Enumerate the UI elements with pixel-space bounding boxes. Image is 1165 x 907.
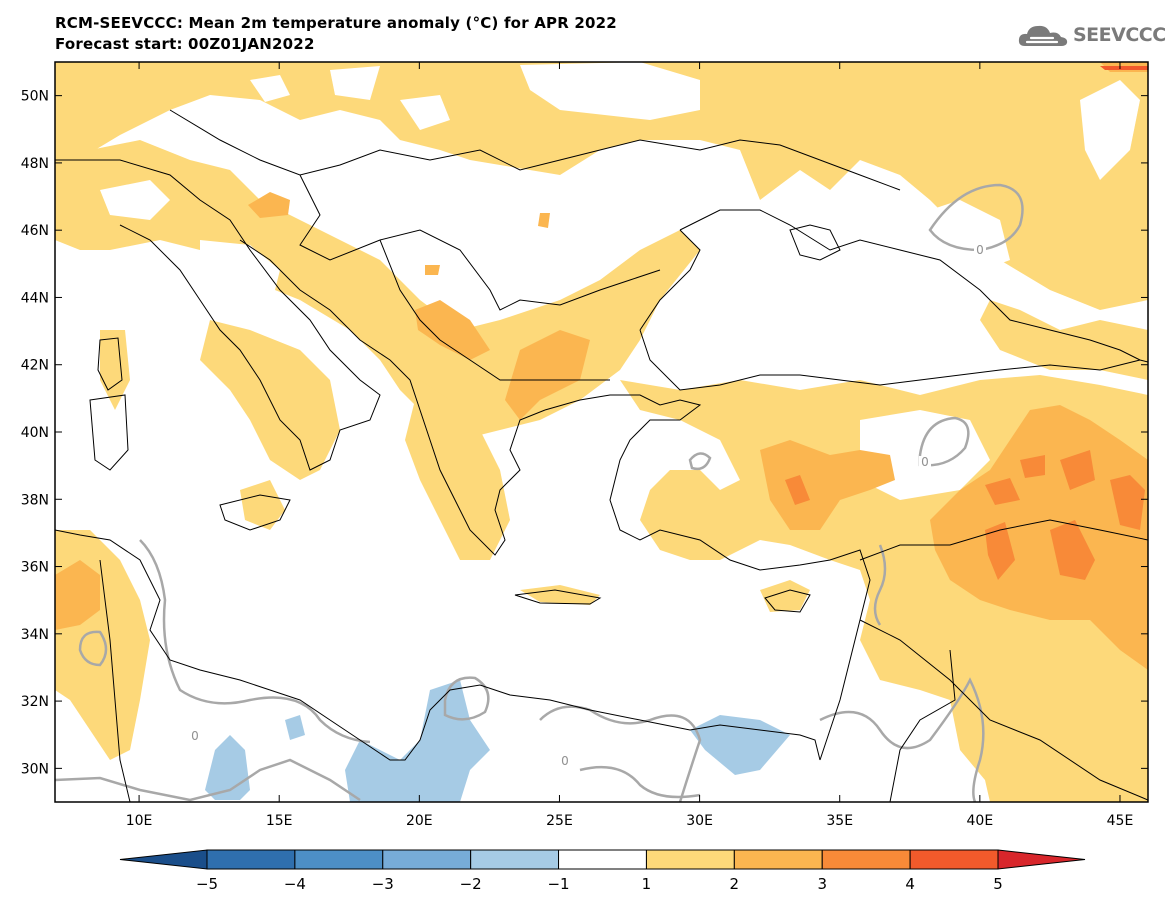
- seevccc-logo: SEEVCCC: [1017, 22, 1165, 48]
- colorbar-box: [294, 849, 384, 870]
- colorbar-label: −1: [547, 875, 569, 893]
- colorbar-label: −3: [372, 875, 394, 893]
- anomaly-fill-layer: [55, 62, 1148, 802]
- y-tick-label: 42N: [21, 358, 49, 374]
- colorbar-box: [645, 849, 735, 870]
- contour-label-bg: [919, 456, 931, 470]
- x-tick-label: 10E: [126, 813, 153, 829]
- y-tick-label: 32N: [21, 694, 49, 710]
- x-tick-label: 20E: [406, 813, 433, 829]
- contour-label: 0: [921, 455, 929, 469]
- colorbar-label: 1: [642, 875, 652, 893]
- x-tick-label: 25E: [546, 813, 573, 829]
- cloud-icon: [1018, 25, 1068, 46]
- y-tick-label: 30N: [21, 761, 49, 777]
- colorbar: −5 −4 −3 −2 −1 1 2 3 4 5: [119, 849, 1086, 893]
- contour-labels-layer: 0 0 0 0: [189, 243, 986, 769]
- colorbar-box: [382, 849, 472, 870]
- colorbar-box: [470, 849, 560, 870]
- contour-label: 0: [976, 243, 984, 257]
- colorbar-high-arrow: [997, 849, 1086, 870]
- colorbar-box: [558, 849, 647, 870]
- y-tick-label: 46N: [21, 223, 49, 239]
- colorbar-low-arrow: [119, 849, 208, 870]
- colorbar-label: −2: [460, 875, 482, 893]
- colorbar-label: −4: [284, 875, 306, 893]
- x-tick-label: 15E: [266, 813, 293, 829]
- colorbar-label: 4: [905, 875, 915, 893]
- colorbar-box: [206, 849, 296, 870]
- x-tick-label: 45E: [1107, 813, 1134, 829]
- contour-label: 0: [191, 729, 199, 743]
- colorbar-box: [821, 849, 911, 870]
- zero-contours: [55, 183, 1024, 802]
- colorbar-label: 5: [993, 875, 1003, 893]
- x-tick-label: 35E: [826, 813, 853, 829]
- axis-ticks: 10E 15E 20E 25E 30E 35E 40E 45E 50N 48N 46N 44N 42N 4…: [21, 62, 1148, 829]
- colorbar-label: 2: [730, 875, 740, 893]
- contour-label: 0: [561, 754, 569, 768]
- y-tick-label: 40N: [21, 425, 49, 441]
- anomaly-neutral-areas: [100, 62, 1145, 525]
- colorbar-box: [733, 849, 823, 870]
- y-tick-label: 48N: [21, 156, 49, 172]
- anomaly-minus-areas: [205, 680, 790, 802]
- x-tick-label: 40E: [967, 813, 994, 829]
- colorbar-box: [909, 849, 999, 870]
- map-title: RCM-SEEVCCC: Mean 2m temperature anomaly…: [55, 14, 617, 32]
- y-tick-label: 34N: [21, 627, 49, 643]
- y-tick-label: 44N: [21, 290, 49, 306]
- contour-label-bg: [189, 730, 201, 744]
- contour-label-bg: [559, 755, 571, 769]
- x-tick-label: 30E: [686, 813, 713, 829]
- anomaly-1-2-areas: [55, 62, 1148, 802]
- anomaly-3-4-areas: [785, 66, 1148, 580]
- map-subtitle: Forecast start: 00Z01JAN2022: [55, 35, 315, 53]
- y-tick-label: 50N: [21, 89, 49, 105]
- contour-label-bg: [974, 244, 986, 258]
- y-tick-label: 36N: [21, 560, 49, 576]
- y-tick-label: 38N: [21, 492, 49, 508]
- logo-text: SEEVCCC: [1073, 24, 1165, 46]
- colorbar-label: 3: [817, 875, 827, 893]
- colorbar-label: −5: [196, 875, 218, 893]
- coastlines-borders: [55, 109, 1148, 802]
